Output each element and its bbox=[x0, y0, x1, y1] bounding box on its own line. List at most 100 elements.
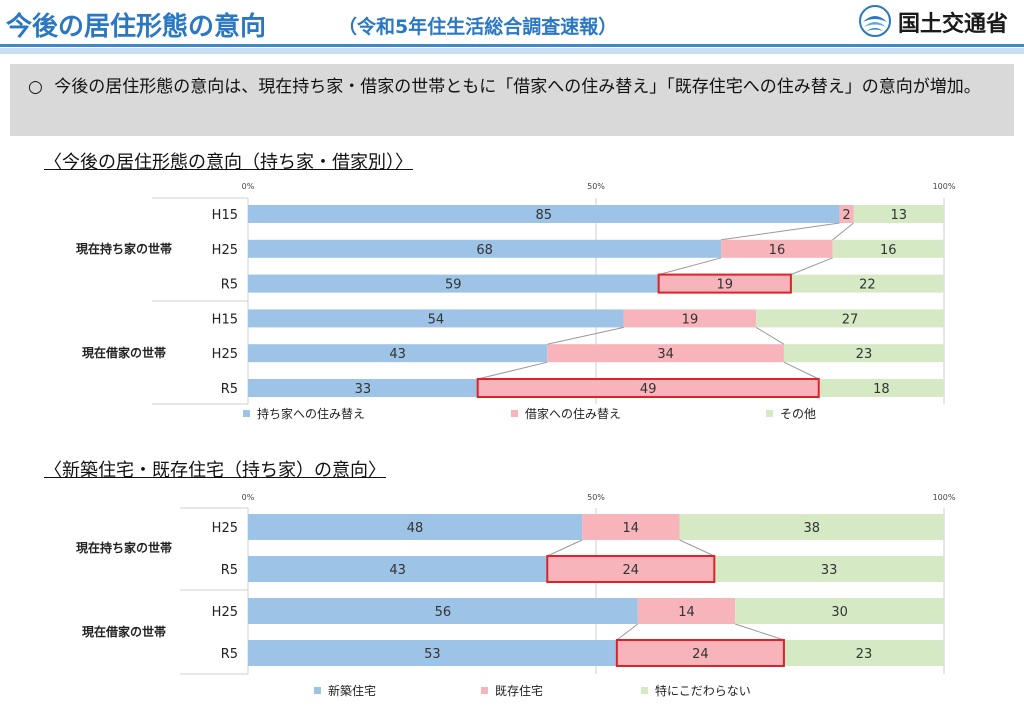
data-label: 22 bbox=[859, 278, 876, 293]
bar-segment bbox=[756, 309, 944, 328]
bar-segment bbox=[658, 274, 791, 293]
bar-segment bbox=[616, 640, 784, 666]
bar-segment bbox=[735, 598, 944, 624]
bar-segment bbox=[248, 274, 659, 293]
connector-line bbox=[547, 539, 583, 557]
bar-segment bbox=[248, 344, 548, 363]
legend-swatch bbox=[511, 410, 518, 417]
bar-segment bbox=[248, 379, 478, 397]
bar-segment bbox=[783, 344, 944, 363]
bar-segment bbox=[790, 274, 944, 293]
data-label: 19 bbox=[716, 278, 733, 293]
data-label: 43 bbox=[389, 563, 406, 578]
data-label: 14 bbox=[623, 521, 640, 536]
x-tick-label: 0% bbox=[242, 493, 255, 502]
legend-label: 既存住宅 bbox=[495, 683, 543, 698]
data-label: 48 bbox=[407, 521, 424, 536]
connector-line bbox=[477, 361, 548, 380]
connector-line bbox=[755, 326, 785, 345]
bar-segment bbox=[477, 379, 819, 397]
bar-segment bbox=[248, 514, 583, 540]
page-header: 今後の居住形態の意向 （令和5年住生活総合調査速報） 国土交通省 bbox=[0, 0, 1024, 54]
bar-segment bbox=[679, 514, 944, 540]
data-label: 68 bbox=[476, 243, 493, 258]
connector-line bbox=[658, 257, 722, 276]
bar-segment bbox=[832, 239, 944, 258]
data-label: 53 bbox=[424, 647, 441, 662]
row-label: R5 bbox=[221, 382, 238, 397]
bar-segment bbox=[582, 514, 680, 540]
connector-line bbox=[783, 361, 819, 380]
data-label: 23 bbox=[856, 347, 873, 362]
header-divider bbox=[0, 44, 1024, 47]
chart2-title: 〈新築住宅・既存住宅（持ち家）の意向〉 bbox=[44, 460, 386, 481]
logo-text: 国土交通省 bbox=[898, 12, 1009, 37]
bar-segment bbox=[248, 309, 624, 328]
chart-owner-renter: 0% 50% 100% H15 85 2 13 H25 68 16 16 R5 59 19 22 現在持ち家の… bbox=[76, 182, 956, 421]
x-tick-label: 50% bbox=[587, 493, 605, 502]
connector-line bbox=[790, 257, 833, 276]
legend-label: 特にこだわらない bbox=[655, 683, 751, 698]
data-label: 23 bbox=[856, 647, 873, 662]
data-label: 18 bbox=[873, 382, 890, 397]
data-label: 49 bbox=[640, 382, 657, 397]
data-label: 56 bbox=[435, 605, 452, 620]
data-label: 19 bbox=[682, 312, 699, 327]
data-label: 34 bbox=[657, 347, 674, 362]
bar-segment bbox=[623, 309, 757, 328]
bar-segment bbox=[248, 556, 548, 582]
data-label: 14 bbox=[678, 605, 695, 620]
legend-label: 新築住宅 bbox=[328, 683, 376, 698]
data-label: 85 bbox=[536, 208, 553, 223]
data-label: 33 bbox=[821, 563, 838, 578]
header-divider-light bbox=[0, 48, 1024, 54]
group-label: 現在借家の世帯 bbox=[82, 624, 166, 639]
data-label: 27 bbox=[842, 312, 859, 327]
data-label: 30 bbox=[831, 605, 848, 620]
row-label: H15 bbox=[212, 208, 238, 223]
summary-text: ○ 今後の居住形態の意向は、現在持ち家・借家の世帯ともに「借家への住み替え」「既… bbox=[28, 74, 1008, 100]
row-label: R5 bbox=[221, 647, 238, 662]
bar-segment bbox=[248, 239, 722, 258]
mlit-emblem-icon bbox=[859, 5, 891, 37]
group-label: 現在借家の世帯 bbox=[82, 345, 166, 360]
highlight-box bbox=[546, 555, 716, 583]
legend-swatch bbox=[641, 687, 648, 694]
bar-segment bbox=[714, 556, 944, 582]
bar-segment bbox=[853, 205, 944, 223]
bar-segment bbox=[248, 598, 638, 624]
highlight-box bbox=[657, 273, 792, 294]
connector-line bbox=[616, 623, 639, 641]
data-label: 38 bbox=[803, 521, 820, 536]
bar-segment bbox=[547, 556, 715, 582]
page-title: 今後の居住形態の意向 bbox=[6, 12, 267, 42]
data-label: 54 bbox=[428, 312, 445, 327]
data-label: 2 bbox=[842, 208, 850, 223]
bar-segment bbox=[248, 640, 617, 666]
legend-swatch bbox=[766, 410, 773, 417]
legend-swatch bbox=[243, 410, 250, 417]
legend-label: 借家への住み替え bbox=[525, 406, 621, 421]
bar-segment bbox=[839, 205, 854, 223]
legend-swatch bbox=[481, 687, 488, 694]
highlight-box bbox=[476, 378, 820, 398]
bar-segment bbox=[637, 598, 736, 624]
summary-body: 今後の居住形態の意向は、現在持ち家・借家の世帯ともに「借家への住み替え」「既存住… bbox=[54, 77, 981, 97]
x-tick-label: 50% bbox=[587, 182, 605, 191]
row-label: H25 bbox=[212, 347, 238, 362]
x-tick-label: 100% bbox=[933, 182, 956, 191]
data-label: 13 bbox=[890, 208, 907, 223]
connector-line bbox=[832, 222, 854, 241]
x-tick-label: 0% bbox=[242, 182, 255, 191]
data-label: 59 bbox=[445, 278, 462, 293]
connector-line bbox=[679, 539, 715, 557]
summary-bullet: ○ bbox=[28, 77, 43, 97]
bar-segment bbox=[783, 640, 944, 666]
chart1-title: 〈今後の居住形態の意向（持ち家・借家別）〉 bbox=[44, 152, 413, 173]
connector-line bbox=[735, 623, 785, 641]
data-label: 24 bbox=[692, 647, 709, 662]
chart-new-existing: 0% 50% 100% H25 48 14 38 R5 43 24 33 現在持ち家の世帯 H25 56 1… bbox=[76, 493, 956, 698]
bar-segment bbox=[818, 379, 944, 397]
data-label: 24 bbox=[623, 563, 640, 578]
bar-segment bbox=[248, 205, 840, 223]
